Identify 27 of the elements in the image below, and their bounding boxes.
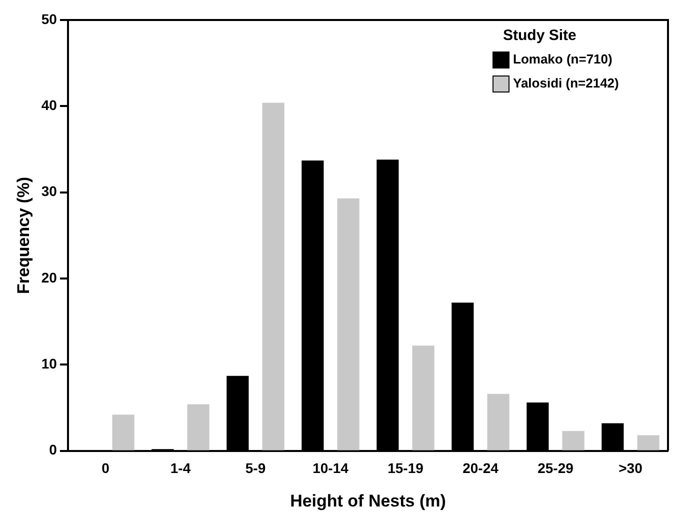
bar bbox=[637, 435, 660, 450]
legend-title: Study Site bbox=[503, 27, 576, 44]
legend-label: Yalosidi (n=2142) bbox=[513, 76, 619, 91]
x-tick-label: 15-19 bbox=[388, 460, 424, 476]
x-tick-label: 20-24 bbox=[462, 460, 499, 476]
bar bbox=[262, 102, 284, 450]
x-tick-label: 1-4 bbox=[170, 460, 191, 476]
y-tick-label: 0 bbox=[49, 442, 58, 458]
x-tick-label: 0 bbox=[102, 460, 110, 476]
y-tick-label: 20 bbox=[41, 269, 58, 286]
bar bbox=[412, 346, 434, 450]
bar bbox=[112, 414, 134, 450]
bar bbox=[337, 198, 360, 450]
legend-label: Lomako (n=710) bbox=[513, 52, 612, 67]
x-tick-label: 25-29 bbox=[538, 460, 574, 476]
bar bbox=[562, 430, 584, 450]
bar bbox=[487, 394, 510, 450]
y-tick-label: 10 bbox=[41, 356, 58, 372]
x-tick-label: 5-9 bbox=[245, 460, 266, 476]
y-tick-label: 50 bbox=[41, 10, 58, 27]
x-tick-label: 10-14 bbox=[312, 460, 349, 476]
x-tick-label: >30 bbox=[618, 460, 643, 476]
bar bbox=[187, 404, 210, 450]
y-tick-label: 40 bbox=[41, 97, 58, 114]
y-axis-title: Frequency (%) bbox=[14, 176, 33, 294]
x-axis-title: Height of Nests (m) bbox=[290, 491, 446, 510]
y-tick-label: 30 bbox=[41, 183, 58, 200]
